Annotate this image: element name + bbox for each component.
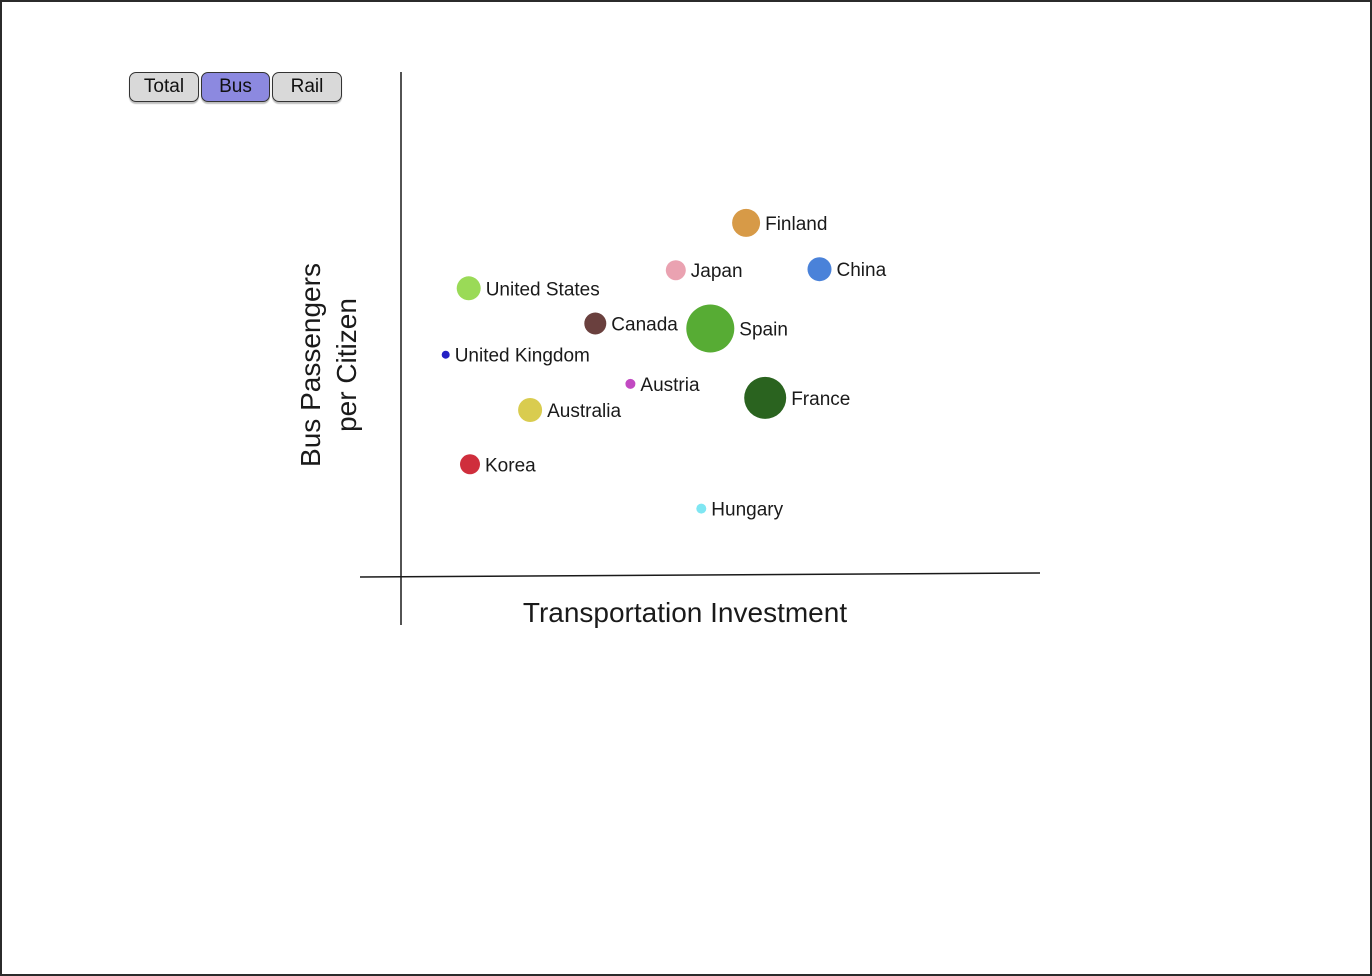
- point-australia[interactable]: [518, 398, 543, 422]
- point-label-canada: Canada: [611, 315, 678, 336]
- point-label-spain: Spain: [739, 320, 788, 341]
- point-label-japan: Japan: [691, 261, 743, 282]
- point-label-hungary: Hungary: [711, 500, 783, 521]
- point-japan[interactable]: [665, 260, 686, 281]
- point-label-france: France: [791, 389, 850, 410]
- y-axis-title-line-2: per Citizen: [331, 298, 362, 432]
- y-axis-title: Bus Passengers per Citizen: [295, 263, 362, 467]
- point-austria[interactable]: [625, 378, 636, 389]
- x-axis-line: [359, 572, 1041, 578]
- toggle-total-button[interactable]: Total: [129, 72, 199, 102]
- metric-toggle-group: Total Bus Rail: [129, 72, 342, 102]
- point-label-australia: Australia: [547, 401, 621, 422]
- point-hungary[interactable]: [696, 503, 707, 514]
- points-layer: Finland China Japan United States Canada Spai…: [441, 208, 887, 521]
- point-finland[interactable]: [732, 208, 761, 237]
- point-spain[interactable]: [686, 304, 735, 353]
- point-label-finland: Finland: [765, 214, 827, 235]
- toggle-bus-button[interactable]: Bus: [201, 72, 270, 102]
- x-axis-title: Transportation Investment: [523, 597, 847, 628]
- point-france[interactable]: [744, 376, 787, 419]
- point-label-korea: Korea: [485, 455, 536, 476]
- y-axis-title-line-1: Bus Passengers: [295, 263, 326, 467]
- toggle-rail-button[interactable]: Rail: [272, 72, 342, 102]
- point-label-china: China: [837, 260, 887, 281]
- point-united-kingdom[interactable]: [441, 350, 450, 359]
- point-china[interactable]: [807, 257, 832, 282]
- point-label-united-kingdom: United Kingdom: [455, 346, 590, 367]
- point-label-united-states: United States: [486, 279, 600, 300]
- point-label-austria: Austria: [640, 375, 700, 396]
- point-canada[interactable]: [584, 312, 607, 335]
- point-united-states[interactable]: [456, 276, 481, 301]
- point-korea[interactable]: [460, 454, 480, 475]
